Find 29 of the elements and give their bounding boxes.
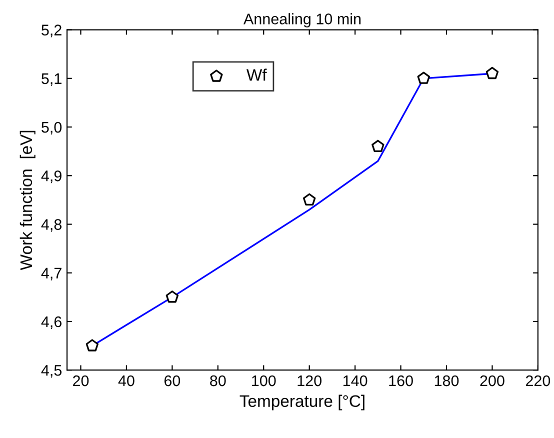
point: [86, 339, 99, 352]
x-tick-label: 180: [434, 375, 459, 386]
point: [372, 140, 384, 152]
y-tick-label: 4,7: [41, 268, 62, 280]
point: [166, 290, 179, 303]
x-tick-label: 120: [298, 375, 322, 386]
x-tick-label: 140: [343, 375, 368, 386]
x-tick-label: 40: [118, 375, 134, 386]
x-axis-title: Temperature [°C]: [240, 394, 364, 410]
point: [486, 66, 499, 80]
y-tick-label: 5,1: [42, 73, 62, 86]
y-tick-label: 5,2: [42, 24, 62, 38]
x-tick-label: 220: [526, 375, 550, 386]
y-tick-label: 4,5: [41, 365, 62, 378]
x-tick-label: 200: [480, 375, 504, 386]
y-tick-label: 4,8: [41, 219, 62, 232]
point: [417, 72, 430, 84]
y-tick-label: 5,0: [42, 122, 62, 135]
y-tick-label: 4,6: [41, 316, 62, 329]
legend-label: Wf: [246, 68, 267, 81]
point: [302, 193, 316, 206]
x-tick-label: 80: [210, 375, 226, 386]
x-tick-label: 100: [252, 375, 276, 386]
y-axis-title: Work function [eV]: [20, 130, 36, 270]
x-tick-label: 20: [73, 375, 89, 386]
chart-title: Annealing 10 min: [243, 13, 361, 28]
x-tick-label: 60: [164, 375, 180, 386]
x-tick-label: 160: [389, 375, 413, 386]
y-tick-label: 4,9: [41, 170, 62, 184]
